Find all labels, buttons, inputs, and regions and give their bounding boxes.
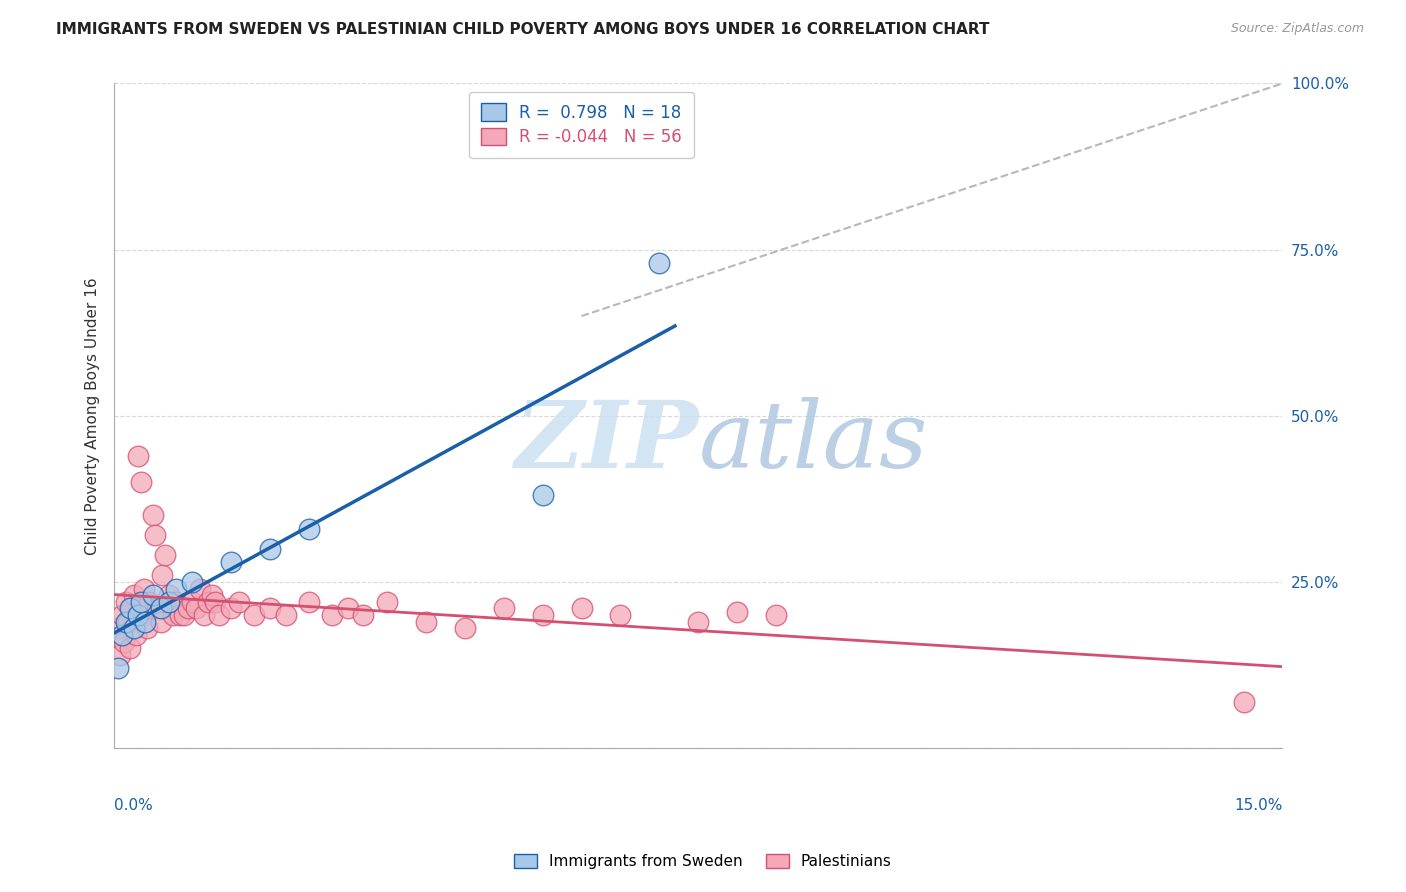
Text: ZIP: ZIP [515,397,699,487]
Point [153,549,176,563]
Point [1232,694,1254,708]
Point [146,601,169,615]
Point [149,615,172,629]
Point [219,601,242,615]
Point [228,595,250,609]
Point [125,628,148,642]
Point [117,615,139,629]
Point [111,608,134,623]
Point [321,608,343,623]
Point [193,608,215,623]
Point [134,608,156,623]
Point [162,608,184,623]
Point [131,475,153,490]
Point [135,622,157,636]
Point [107,661,129,675]
Point [115,595,138,609]
Y-axis label: Child Poverty Among Boys Under 16: Child Poverty Among Boys Under 16 [86,277,100,555]
Text: Source: ZipAtlas.com: Source: ZipAtlas.com [1230,22,1364,36]
Point [157,595,180,609]
Point [122,622,145,636]
Point [149,601,172,615]
Point [107,622,129,636]
Text: 15.0%: 15.0% [1234,797,1282,813]
Point [259,601,281,615]
Point [243,608,266,623]
Point [415,615,437,629]
Point [197,595,219,609]
Legend: Immigrants from Sweden, Palestinians: Immigrants from Sweden, Palestinians [508,848,898,875]
Point [181,574,204,589]
Point [142,508,165,523]
Point [115,615,138,629]
Point [132,582,155,596]
Point [688,615,710,629]
Point [765,608,787,623]
Legend: R =  0.798   N = 18, R = -0.044   N = 56: R = 0.798 N = 18, R = -0.044 N = 56 [470,92,693,158]
Point [336,601,359,615]
Point [173,608,195,623]
Point [725,605,748,619]
Point [188,582,211,596]
Point [122,588,145,602]
Point [152,568,174,582]
Point [110,648,132,662]
Point [352,608,374,623]
Text: atlas: atlas [699,397,928,487]
Point [375,595,398,609]
Point [200,588,222,602]
Point [142,588,165,602]
Point [531,488,554,502]
Point [571,601,593,615]
Point [143,528,166,542]
Point [609,608,631,623]
Point [131,595,153,609]
Point [219,555,242,569]
Point [298,595,321,609]
Point [166,582,188,596]
Point [648,256,671,270]
Point [181,595,204,609]
Text: 0.0%: 0.0% [114,797,153,813]
Point [492,601,515,615]
Point [274,608,297,623]
Point [134,615,156,629]
Text: IMMIGRANTS FROM SWEDEN VS PALESTINIAN CHILD POVERTY AMONG BOYS UNDER 16 CORRELAT: IMMIGRANTS FROM SWEDEN VS PALESTINIAN CH… [56,22,990,37]
Point [208,608,231,623]
Point [531,608,554,623]
Point [112,634,135,648]
Point [177,601,200,615]
Point [453,622,475,636]
Point [166,595,188,609]
Point [127,449,149,463]
Point [111,628,134,642]
Point [118,601,141,615]
Point [169,608,191,623]
Point [298,522,321,536]
Point [157,588,180,602]
Point [138,595,160,609]
Point [259,541,281,556]
Point [127,608,149,623]
Point [184,601,207,615]
Point [204,595,226,609]
Point [118,641,141,656]
Point [120,601,142,615]
